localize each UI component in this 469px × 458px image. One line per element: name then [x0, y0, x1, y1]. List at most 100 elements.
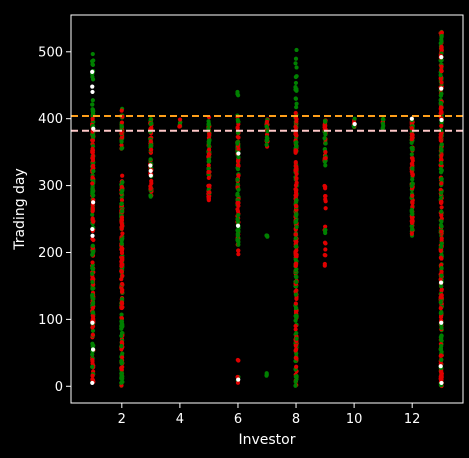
- y-tick-label: 300: [38, 179, 63, 194]
- data-point: [293, 384, 297, 388]
- data-point: [294, 262, 298, 266]
- y-tick-label: 100: [38, 313, 63, 328]
- data-point: [294, 105, 298, 109]
- data-point: [439, 266, 443, 270]
- data-point: [91, 244, 95, 248]
- data-point: [439, 86, 443, 90]
- data-point: [91, 344, 95, 348]
- data-point: [120, 209, 124, 213]
- data-point: [120, 274, 124, 278]
- x-axis-label: Investor: [238, 432, 295, 448]
- data-point: [410, 194, 414, 198]
- data-point: [439, 118, 443, 122]
- data-point: [294, 275, 298, 279]
- data-point: [207, 123, 211, 127]
- data-point: [207, 176, 211, 180]
- data-point: [440, 224, 444, 228]
- data-point: [439, 39, 443, 43]
- data-point: [294, 81, 298, 85]
- data-point: [149, 195, 153, 199]
- data-point: [264, 233, 268, 237]
- y-tick-label: 200: [38, 246, 63, 261]
- data-point: [294, 280, 298, 284]
- data-point: [294, 240, 298, 244]
- data-point: [439, 209, 443, 213]
- data-point: [439, 381, 443, 385]
- data-point: [293, 187, 297, 191]
- data-point: [293, 251, 297, 255]
- data-point: [236, 151, 240, 155]
- data-point: [323, 229, 327, 233]
- data-point: [411, 173, 415, 177]
- data-point: [120, 282, 124, 286]
- data-point: [120, 201, 124, 205]
- data-point: [207, 133, 211, 137]
- data-point: [324, 141, 328, 145]
- data-point: [294, 213, 298, 217]
- data-point: [149, 143, 153, 147]
- data-point: [120, 290, 124, 294]
- data-point: [236, 377, 240, 381]
- data-point: [91, 301, 95, 305]
- data-point: [91, 220, 95, 224]
- data-point: [440, 374, 444, 378]
- data-point: [440, 143, 444, 147]
- data-point: [206, 170, 210, 174]
- data-point: [265, 129, 269, 133]
- data-point: [293, 168, 297, 172]
- data-point: [91, 148, 95, 152]
- data-point: [120, 231, 124, 235]
- data-point: [120, 324, 124, 328]
- data-point: [236, 188, 240, 192]
- data-point: [323, 120, 327, 124]
- data-point: [439, 147, 443, 151]
- data-point: [322, 136, 326, 140]
- data-point: [91, 164, 95, 168]
- data-point: [120, 120, 124, 124]
- data-point: [91, 333, 95, 337]
- data-point: [439, 107, 443, 111]
- data-point: [120, 242, 124, 246]
- data-point: [439, 249, 443, 253]
- data-point: [120, 174, 124, 178]
- data-point: [120, 215, 124, 219]
- data-point: [90, 253, 94, 257]
- data-point: [439, 135, 443, 139]
- data-point: [410, 200, 414, 204]
- data-point: [235, 201, 239, 205]
- data-point: [294, 48, 298, 52]
- data-point: [207, 198, 211, 202]
- data-point: [90, 84, 94, 88]
- data-point: [439, 230, 443, 234]
- data-point: [294, 57, 298, 61]
- data-point: [294, 198, 298, 202]
- data-point: [323, 163, 327, 167]
- x-tick-label: 8: [292, 412, 300, 427]
- data-point: [294, 65, 298, 69]
- data-point: [236, 167, 240, 171]
- data-point: [91, 306, 95, 310]
- data-point: [91, 347, 95, 351]
- data-point: [90, 293, 94, 297]
- data-point: [236, 232, 240, 236]
- data-point: [207, 163, 211, 167]
- data-point: [236, 243, 240, 247]
- data-point: [236, 125, 240, 129]
- data-point: [90, 62, 94, 66]
- data-point: [90, 70, 94, 74]
- x-tick-label: 4: [176, 412, 184, 427]
- x-tick-label: 2: [118, 412, 126, 427]
- data-point: [294, 365, 298, 369]
- data-point: [90, 381, 94, 385]
- data-point: [439, 270, 443, 274]
- data-point: [294, 337, 298, 341]
- data-point: [236, 213, 240, 217]
- data-point: [440, 295, 444, 299]
- data-point: [353, 117, 357, 121]
- data-point: [293, 61, 297, 65]
- data-point: [294, 183, 298, 187]
- data-point: [294, 172, 298, 176]
- data-point: [90, 358, 94, 362]
- data-point: [91, 52, 95, 56]
- data-point: [439, 124, 443, 128]
